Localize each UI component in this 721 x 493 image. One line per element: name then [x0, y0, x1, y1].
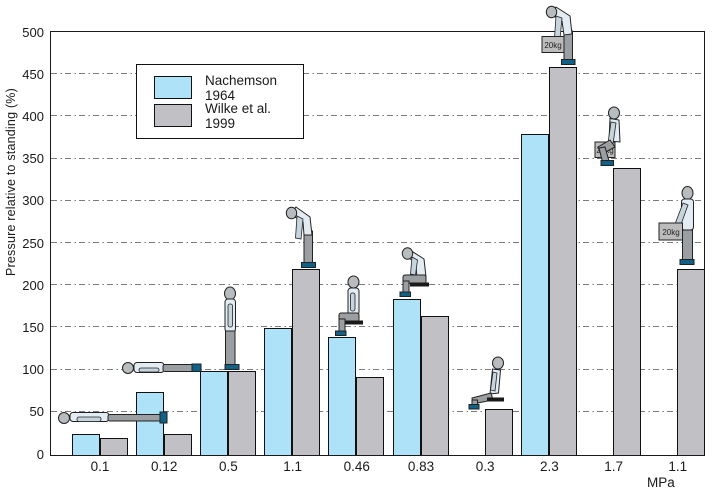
- nachemson-swatch-icon: [154, 76, 192, 99]
- x-tick-label: 0.83: [407, 459, 435, 474]
- figure-squat-lifting: 20kg: [592, 106, 634, 168]
- figure-stoop-lifting: 20kg: [535, 3, 581, 67]
- x-tick-label: 1.1: [283, 459, 302, 474]
- gridline: [51, 157, 704, 159]
- legend-label-nachemson: Nachemson 1964: [205, 72, 278, 103]
- x-tick-label: 0.3: [475, 459, 495, 474]
- bar-wilke: [484, 408, 513, 455]
- x-tick-label: 1.7: [604, 459, 623, 474]
- svg-text:20kg: 20kg: [544, 41, 561, 50]
- figure-sitting-slouched: [467, 354, 507, 410]
- bar-nachemson: [199, 370, 228, 455]
- legend: Nachemson 1964 Wilke et al. 1999: [136, 64, 304, 139]
- y-tick-label: 50: [29, 404, 44, 420]
- y-tick-label: 400: [22, 108, 44, 124]
- gridline: [51, 73, 704, 75]
- gridline: [51, 368, 704, 370]
- bar-nachemson: [520, 134, 549, 455]
- figure-lying-on-side: [121, 355, 206, 377]
- figure-standing-holding-weight: 20kg: [656, 185, 702, 269]
- y-tick-label: 200: [22, 277, 44, 293]
- bar-nachemson: [392, 298, 421, 455]
- svg-text:20kg: 20kg: [663, 228, 680, 237]
- y-tick-label: 300: [22, 193, 44, 209]
- bar-nachemson: [264, 328, 293, 455]
- gridline: [51, 326, 704, 328]
- bar-wilke: [548, 66, 577, 455]
- bar-wilke: [356, 377, 385, 455]
- x-tick-label: 1.1: [668, 459, 688, 474]
- gridline: [51, 199, 704, 201]
- bar-nachemson: [328, 336, 357, 455]
- bar-wilke: [613, 168, 642, 455]
- y-tick-label: 150: [22, 319, 44, 335]
- legend-item-wilke: Wilke et al. 1999: [154, 100, 303, 131]
- gridline: [51, 242, 704, 243]
- y-tick-label: 500: [22, 24, 44, 40]
- bar-wilke: [420, 315, 449, 455]
- bar-wilke: [292, 269, 321, 455]
- x-axis-unit-label: MPa: [647, 475, 675, 490]
- y-tick-label: 350: [22, 151, 44, 167]
- bar-wilke: [677, 269, 706, 455]
- plot-area: 20kg 20kg 20kg: [50, 5, 706, 456]
- y-tick-label: 100: [22, 362, 44, 378]
- bar-wilke: [163, 433, 192, 455]
- y-tick-label: 0: [36, 446, 44, 462]
- gridline: [51, 115, 704, 117]
- figure-standing-bent-forward: [282, 203, 318, 269]
- y-tick-label: 450: [22, 66, 44, 82]
- figure-lying-supine: [57, 406, 175, 426]
- legend-item-nachemson: Nachemson 1964: [154, 72, 303, 103]
- x-tick-label: 0.12: [151, 459, 178, 474]
- x-tick-label: 0.5: [219, 459, 238, 474]
- figure-sitting-bent-forward: [399, 247, 433, 299]
- bar-wilke: [99, 438, 128, 455]
- gridline: [51, 284, 704, 286]
- bar-wilke: [227, 370, 256, 455]
- figure-sitting-upright: [332, 275, 364, 337]
- wilke-swatch-icon: [154, 104, 192, 127]
- x-tick-label: 2.3: [540, 459, 559, 474]
- x-tick-label: 0.1: [90, 459, 110, 474]
- x-tick-label: 0.46: [343, 459, 370, 474]
- figure-standing: [217, 286, 243, 371]
- bar-nachemson: [71, 433, 100, 455]
- y-tick-label: 250: [22, 235, 44, 251]
- legend-label-wilke: Wilke et al. 1999: [205, 100, 272, 131]
